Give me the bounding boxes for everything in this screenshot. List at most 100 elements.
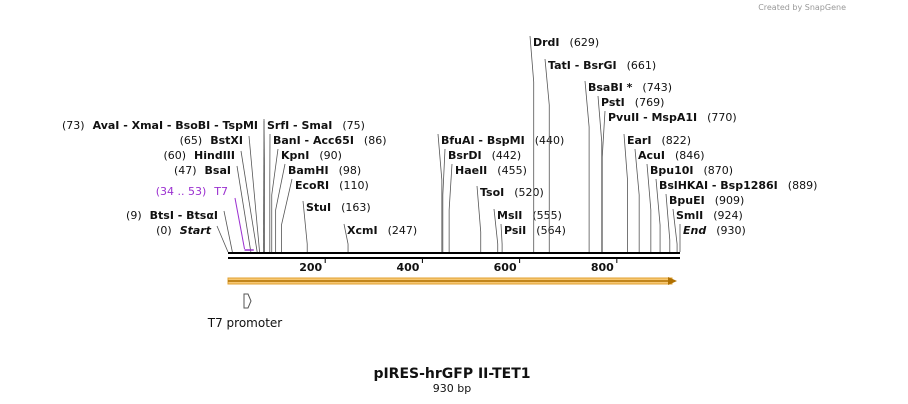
site-name: TsoI xyxy=(480,186,504,199)
feature-label: T7 promoter xyxy=(207,316,283,330)
site-position: (98) xyxy=(339,164,362,177)
map-title: pIRES-hrGFP II-TET1 xyxy=(373,366,530,382)
site-name: SrfI - SmaI xyxy=(267,119,332,132)
site-label: XcmI (247) xyxy=(347,224,417,237)
site-label: PvuII - MspA1I (770) xyxy=(608,111,737,124)
site-name: TatI - BsrGI xyxy=(548,59,617,72)
site-line xyxy=(529,35,535,252)
site-label: MslI (555) xyxy=(497,209,562,222)
site-name: BamHI xyxy=(288,164,329,177)
site-position: (889) xyxy=(788,179,818,192)
site-line xyxy=(281,178,293,252)
site-label: BsaBI * (743) xyxy=(588,81,672,94)
site-label: BsrDI (442) xyxy=(448,149,521,162)
site-name: PstI xyxy=(601,96,625,109)
site-name: BtsI - BtsαI xyxy=(150,209,218,222)
site-label: EcoRI (110) xyxy=(295,179,369,192)
site-name: HindIII xyxy=(194,149,235,162)
site-name: HaeII xyxy=(455,164,487,177)
site-name: BsaI xyxy=(205,164,231,177)
site-label: (9) BtsI - BtsαI xyxy=(126,209,218,222)
site-line xyxy=(597,95,603,252)
tick-label: 800 xyxy=(591,261,614,274)
site-name: DrdI xyxy=(533,36,560,49)
site-line xyxy=(672,208,678,252)
site-line xyxy=(601,110,606,252)
site-position: (455) xyxy=(497,164,527,177)
site-position: (247) xyxy=(388,224,418,237)
site-position: (564) xyxy=(536,224,566,237)
site-position: (163) xyxy=(341,201,371,214)
site-name: PsiI xyxy=(504,224,526,237)
site-name: EarI xyxy=(627,134,651,147)
site-label: SmlI (924) xyxy=(676,209,743,222)
site-label: (73) AvaI - XmaI - BsoBI - TspMI xyxy=(62,119,258,132)
site-name: SmlI xyxy=(676,209,703,222)
site-position: (909) xyxy=(715,194,745,207)
site-name: PvuII - MspA1I xyxy=(608,111,697,124)
site-line xyxy=(634,148,640,252)
site-line xyxy=(240,150,258,253)
site-label: StuI (163) xyxy=(306,201,371,214)
site-label: Bpu10I (870) xyxy=(650,164,733,177)
site-position: (65) xyxy=(180,134,203,147)
site-name: Bpu10I xyxy=(650,164,694,177)
tick-label: 600 xyxy=(494,261,517,274)
site-line xyxy=(665,193,671,252)
site-line xyxy=(275,163,286,252)
site-line xyxy=(223,210,233,253)
site-position: (629) xyxy=(570,36,600,49)
site-name: XcmI xyxy=(347,224,378,237)
site-label: (47) BsaI xyxy=(174,164,231,177)
site-label: End (930) xyxy=(683,224,746,237)
site-line xyxy=(623,133,628,252)
site-line xyxy=(216,225,229,253)
site-position: (60) xyxy=(163,149,186,162)
tick-label: 400 xyxy=(396,261,419,274)
site-name: BstXI xyxy=(210,134,243,147)
site-label: PstI (769) xyxy=(601,96,664,109)
site-name: AvaI - XmaI - BsoBI - TspMI xyxy=(93,119,258,132)
site-label: BpuEI (909) xyxy=(669,194,744,207)
site-name: StuI xyxy=(306,201,331,214)
site-name: End xyxy=(683,224,706,237)
site-line xyxy=(476,185,482,252)
site-line xyxy=(343,223,349,252)
primer-name: T7 xyxy=(213,185,228,198)
site-label: PsiI (564) xyxy=(504,224,566,237)
site-label: AcuI (846) xyxy=(638,149,705,162)
site-line xyxy=(584,80,590,252)
site-position: (770) xyxy=(707,111,737,124)
site-label: EarI (822) xyxy=(627,134,691,147)
feature-arrow xyxy=(668,277,677,285)
site-label: (60) HindIII xyxy=(163,149,235,162)
site-line xyxy=(544,58,550,252)
site-name: EcoRI xyxy=(295,179,329,192)
site-name: BanI - Acc65I xyxy=(273,134,354,147)
site-name: BslHKAI - Bsp1286I xyxy=(659,179,778,192)
site-line xyxy=(442,148,446,252)
site-name: Start xyxy=(180,224,212,237)
promoter-arrow xyxy=(243,293,252,309)
map-length: 930 bp xyxy=(433,382,471,395)
site-line xyxy=(437,133,443,252)
site-position: (870) xyxy=(704,164,734,177)
site-name: KpnI xyxy=(281,149,309,162)
site-label: (0) Start xyxy=(156,224,212,237)
site-label: SrfI - SmaI (75) xyxy=(267,119,365,132)
site-position: (822) xyxy=(661,134,691,147)
site-line xyxy=(302,200,308,252)
site-position: (555) xyxy=(532,209,562,222)
site-position: (520) xyxy=(514,186,544,199)
site-position: (930) xyxy=(716,224,746,237)
site-name: BsaBI * xyxy=(588,81,633,94)
site-position: (0) xyxy=(156,224,172,237)
site-position: (90) xyxy=(319,149,342,162)
site-position: (9) xyxy=(126,209,142,222)
site-line xyxy=(500,223,503,252)
site-name: BfuAI - BspMI xyxy=(441,134,525,147)
tick-label: 200 xyxy=(299,261,322,274)
site-name: BpuEI xyxy=(669,194,705,207)
site-label: BfuAI - BspMI (440) xyxy=(441,134,564,147)
